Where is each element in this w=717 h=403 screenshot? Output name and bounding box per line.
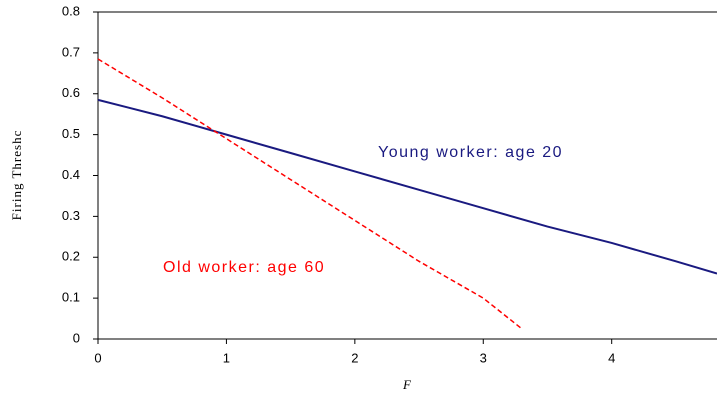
y-tick-label: 0.8: [62, 3, 80, 18]
y-tick-label: 0.5: [62, 126, 80, 141]
y-axis-label: Firing Threshc: [9, 130, 24, 221]
y-tick-label: 0.6: [62, 85, 80, 100]
x-tick-label: 4: [608, 350, 615, 365]
y-tick-label: 0.4: [62, 167, 80, 182]
y-tick-label: 0.1: [62, 290, 80, 305]
y-tick-label: 0.2: [62, 249, 80, 264]
annotation: Young worker: age 20: [378, 144, 563, 161]
line-series: [97, 58, 523, 330]
x-axis-label: F: [402, 377, 412, 392]
y-tick-label: 0.7: [62, 44, 80, 59]
x-tick-label: 3: [480, 350, 487, 365]
x-tick-label: 0: [94, 350, 101, 365]
y-tick-label: 0.3: [62, 208, 80, 223]
x-tick-label: 1: [223, 350, 230, 365]
line-series: [97, 98, 717, 275]
x-tick-label: 2: [351, 350, 358, 365]
y-tick-label: 0: [73, 330, 80, 345]
annotation: Old worker: age 60: [163, 259, 325, 276]
